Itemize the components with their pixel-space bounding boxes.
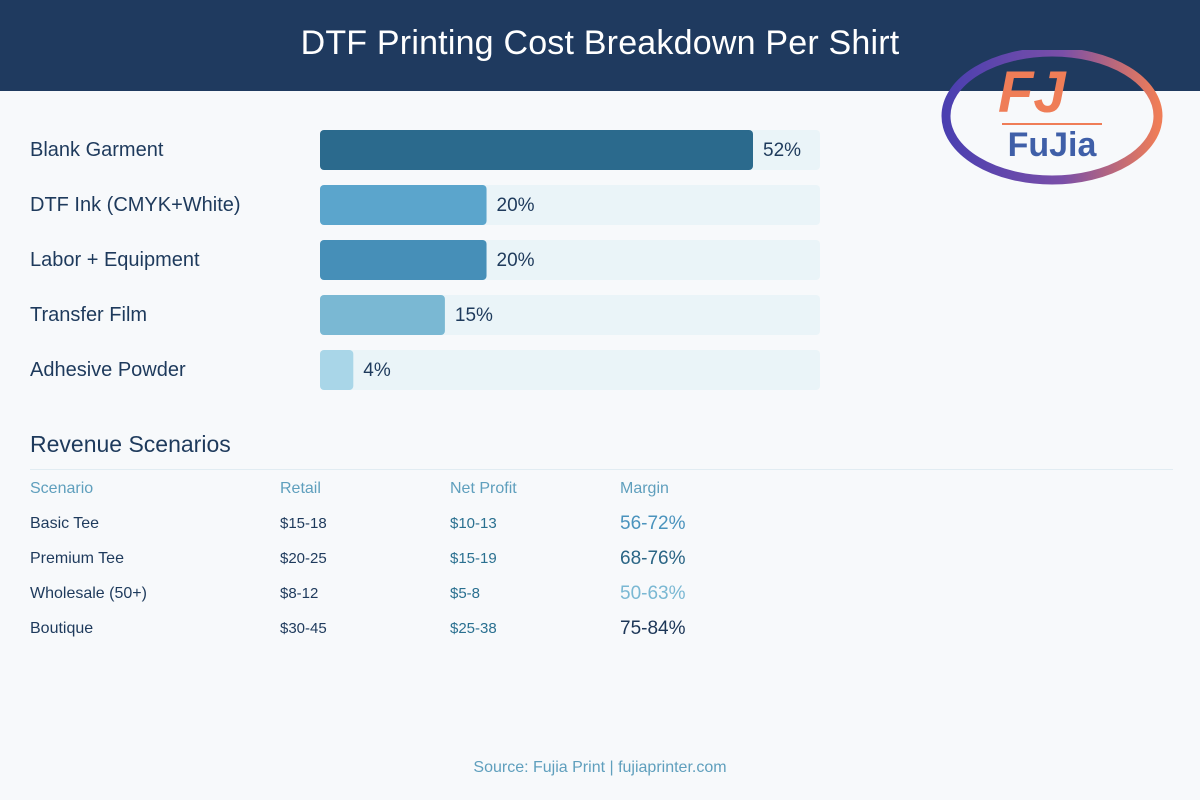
bar: [320, 130, 753, 170]
margin-cell: 75-84%: [620, 618, 686, 639]
source-footer: Source: Fujia Print | fujiaprinter.com: [473, 759, 727, 776]
bar: [320, 350, 354, 390]
scenario-cell: Premium Tee: [30, 550, 124, 567]
scenario-cell: Boutique: [30, 620, 94, 637]
scenario-cell: Wholesale (50+): [30, 585, 147, 602]
header-retail: Retail: [280, 480, 321, 497]
bar: [320, 185, 487, 225]
margin-cell: 50-63%: [620, 583, 686, 604]
value-label: 4%: [363, 360, 391, 381]
scenario-cell: Basic Tee: [30, 515, 100, 532]
value-label: 52%: [763, 140, 801, 161]
bar-track: [320, 350, 820, 390]
bar: [320, 295, 445, 335]
category-label: Labor + Equipment: [30, 249, 200, 271]
header-margin: Margin: [620, 480, 669, 497]
logo-wordmark: FuJia: [1008, 126, 1098, 164]
net-profit-cell: $5-8: [450, 585, 481, 602]
page-title: DTF Printing Cost Breakdown Per Shirt: [300, 24, 900, 62]
retail-cell: $20-25: [280, 550, 327, 567]
net-profit-cell: $25-38: [450, 620, 497, 637]
value-label: 15%: [455, 305, 493, 326]
margin-cell: 56-72%: [620, 513, 686, 534]
bar-track: [320, 295, 820, 335]
section-divider: [30, 469, 1173, 470]
header-net-profit: Net Profit: [450, 480, 517, 497]
value-label: 20%: [497, 250, 535, 271]
cost-breakdown-chart: Blank Garment 52% DTF Ink (CMYK+White) 20% L…: [30, 130, 820, 390]
retail-cell: $30-45: [280, 620, 327, 637]
bar: [320, 240, 487, 280]
category-label: Transfer Film: [30, 304, 147, 326]
fujia-logo: FJ FuJia: [941, 50, 1163, 185]
margin-cell: 68-76%: [620, 548, 686, 569]
net-profit-cell: $10-13: [450, 515, 497, 532]
revenue-section-title: Revenue Scenarios: [30, 431, 231, 457]
category-label: Blank Garment: [30, 139, 164, 161]
value-label: 20%: [497, 195, 535, 216]
category-label: DTF Ink (CMYK+White): [30, 194, 241, 216]
logo-monogram: FJ: [998, 60, 1067, 125]
retail-cell: $8-12: [280, 585, 319, 602]
header-scenario: Scenario: [30, 480, 94, 497]
category-label: Adhesive Powder: [30, 359, 186, 381]
net-profit-cell: $15-19: [450, 550, 497, 567]
header-bar: [0, 0, 1200, 91]
retail-cell: $15-18: [280, 515, 327, 532]
